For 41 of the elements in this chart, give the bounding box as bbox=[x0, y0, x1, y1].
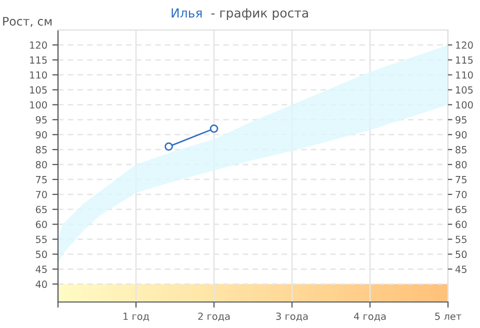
y-tick-label: 65 bbox=[36, 206, 47, 214]
y2-tick-label: 95 bbox=[456, 116, 466, 124]
y2-tick-label: 105 bbox=[456, 86, 473, 94]
y-tick-label: 50 bbox=[36, 250, 47, 258]
y-tick-label: 85 bbox=[36, 146, 47, 154]
y-axis-title: Рост, см bbox=[3, 16, 52, 27]
y-tick-label: 55 bbox=[36, 236, 47, 244]
y-tick-label: 115 bbox=[30, 56, 47, 64]
y2-tick-label: 75 bbox=[456, 176, 466, 184]
y2-tick-label: 55 bbox=[456, 236, 466, 244]
y2-tick-label: 45 bbox=[455, 266, 466, 273]
chart-title: - график роста bbox=[211, 8, 308, 20]
x-tick-label: 4 года bbox=[354, 312, 386, 322]
y-tick-label: 100 bbox=[30, 101, 47, 109]
x-tick-label: 1 год bbox=[124, 312, 150, 322]
y-tick-label: 120 bbox=[30, 41, 47, 49]
text: Илья bbox=[172, 8, 202, 18]
y-tick-label: 95 bbox=[36, 116, 47, 124]
y2-tick-label: 100 bbox=[456, 101, 473, 109]
y2-tick-label: 70 bbox=[456, 190, 467, 198]
x-tick-label: 3 года bbox=[276, 312, 308, 322]
y2-tick-label: 115 bbox=[456, 56, 473, 64]
y2-tick-label: 110 bbox=[456, 71, 473, 79]
y-tick-label: 70 bbox=[36, 190, 47, 198]
y-tick-label: 40 bbox=[36, 280, 47, 288]
y2-tick-label: 90 bbox=[456, 131, 467, 138]
y2-tick-label: 85 bbox=[456, 146, 466, 154]
y2-tick-label: 120 bbox=[456, 41, 473, 49]
y-tick-label: 75 bbox=[36, 176, 47, 184]
y2-tick-label: 60 bbox=[456, 220, 467, 228]
x-tick-label: 2 года bbox=[198, 312, 230, 322]
y2-tick-label: 50 bbox=[456, 250, 467, 258]
y-tick-label: 80 bbox=[36, 160, 47, 168]
y-tick-label: 90 bbox=[36, 131, 47, 138]
x-tick-label: 5 лет bbox=[435, 312, 462, 320]
y-tick-label: 105 bbox=[30, 86, 47, 94]
y-tick-label: 60 bbox=[36, 220, 47, 228]
y-tick-label: 45 bbox=[36, 266, 47, 273]
y-tick-label: 110 bbox=[30, 71, 47, 79]
y2-tick-label: 65 bbox=[456, 206, 466, 214]
y2-tick-label: 80 bbox=[456, 160, 467, 168]
